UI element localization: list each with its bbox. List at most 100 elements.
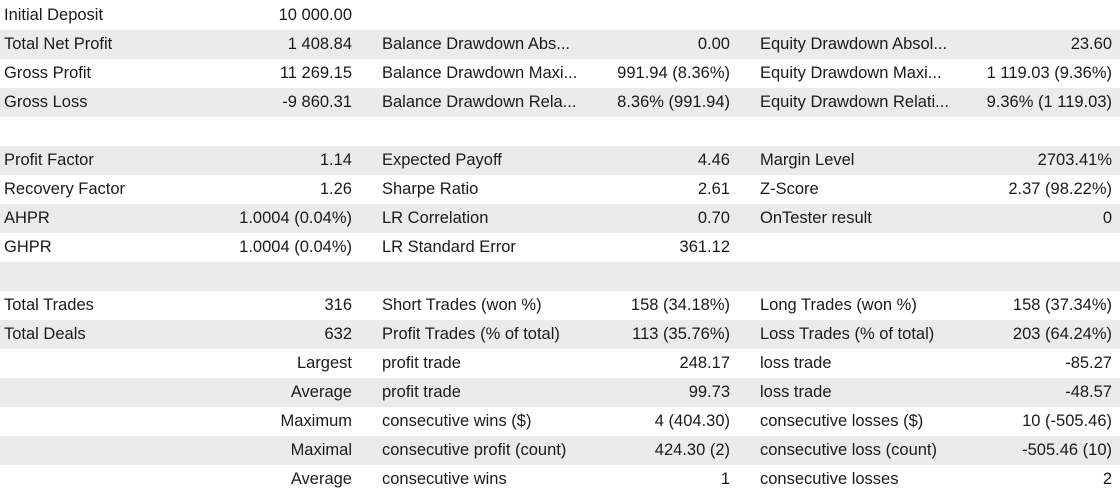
metric-value: 1 119.03 (9.36%) xyxy=(986,64,1112,82)
metric-label: LR Correlation xyxy=(382,209,489,227)
metric-value: 4 (404.30) xyxy=(654,412,730,430)
metric-label: loss trade xyxy=(760,383,832,401)
metric-label: Total Net Profit xyxy=(4,35,113,53)
metric-label: Initial Deposit xyxy=(4,6,104,24)
metric-value xyxy=(970,1,1112,30)
metric-value: 8.36% (991.94) xyxy=(617,93,730,111)
metric-label: Margin Level xyxy=(760,151,855,169)
metric-value: 203 (64.24%) xyxy=(1012,325,1112,343)
metric-value: 2.37 (98.22%) xyxy=(1008,180,1112,198)
metric-value: 0.00 xyxy=(697,35,730,53)
metric-value: 1.0004 (0.04%) xyxy=(239,209,352,227)
metric-value: 2703.41% xyxy=(1037,151,1112,169)
metric-label: Gross Loss xyxy=(4,93,88,111)
metric-value: 991.94 (8.36%) xyxy=(617,64,730,82)
report-row-largest: Largest profit trade 248.17 loss trade -… xyxy=(0,349,1120,378)
metric-value: 10 (-505.46) xyxy=(1022,412,1112,430)
metric-label: Equity Drawdown Absol... xyxy=(760,35,948,53)
metric-value: 0.70 xyxy=(697,209,730,227)
metric-label: consecutive wins xyxy=(382,470,507,488)
metric-value: 9.36% (1 119.03) xyxy=(986,93,1112,111)
report-row-spacer xyxy=(0,117,1120,146)
metric-value: 23.60 xyxy=(1070,35,1112,53)
metric-label: Recovery Factor xyxy=(4,180,126,198)
metric-label xyxy=(382,1,607,30)
metric-label: consecutive losses ($) xyxy=(760,412,924,430)
metric-label: Expected Payoff xyxy=(382,151,502,169)
metric-label: Balance Drawdown Rela... xyxy=(382,93,577,111)
metric-value: 10 000.00 xyxy=(278,6,352,24)
report-row-maximal: Maximal consecutive profit (count) 424.3… xyxy=(0,436,1120,465)
report-row-maximum: Maximum consecutive wins ($) 4 (404.30) … xyxy=(0,407,1120,436)
metric-value: 361.12 xyxy=(679,238,730,256)
metric-label: AHPR xyxy=(4,209,50,227)
report-row-ghpr: GHPR 1.0004 (0.04%) LR Standard Error 36… xyxy=(0,233,1120,262)
metric-label: consecutive loss (count) xyxy=(760,441,937,459)
metric-qualifier: Average xyxy=(290,470,352,488)
metric-value: 1 xyxy=(720,470,730,488)
metric-value: 11 269.15 xyxy=(279,64,352,82)
metric-label: GHPR xyxy=(4,238,52,256)
report-row-total-trades: Total Trades 316 Short Trades (won %) 15… xyxy=(0,291,1120,320)
metric-label: Long Trades (won %) xyxy=(760,296,917,314)
metric-label: Equity Drawdown Maxi... xyxy=(760,64,942,82)
metric-value: 632 xyxy=(324,325,352,343)
report-row-total-deals: Total Deals 632 Profit Trades (% of tota… xyxy=(0,320,1120,349)
metric-value: -48.57 xyxy=(1065,383,1112,401)
report-row-profit-factor: Profit Factor 1.14 Expected Payoff 4.46 … xyxy=(0,146,1120,175)
metric-label: Equity Drawdown Relati... xyxy=(760,93,949,111)
metric-value: 1 408.84 xyxy=(287,35,352,53)
metric-value: 1.14 xyxy=(319,151,352,169)
metric-value: -85.27 xyxy=(1065,354,1112,372)
report-row-spacer xyxy=(0,262,1120,291)
metric-label: Total Trades xyxy=(4,296,94,314)
metric-label: Total Deals xyxy=(4,325,86,343)
metric-label: loss trade xyxy=(760,354,832,372)
metric-label: Loss Trades (% of total) xyxy=(760,325,935,343)
metric-label: Sharpe Ratio xyxy=(382,180,479,198)
metric-value: 113 (35.76%) xyxy=(632,325,730,343)
report-row-gross-loss: Gross Loss -9 860.31 Balance Drawdown Re… xyxy=(0,88,1120,117)
metric-label: Balance Drawdown Maxi... xyxy=(382,64,578,82)
metric-label: Balance Drawdown Abs... xyxy=(382,35,571,53)
metric-value: 99.73 xyxy=(688,383,730,401)
metric-qualifier: Largest xyxy=(296,354,352,372)
metric-label: profit trade xyxy=(382,383,461,401)
report-row-initial-deposit: Initial Deposit 10 000.00 xyxy=(0,1,1120,30)
metric-value: 316 xyxy=(324,296,352,314)
metric-label: Short Trades (won %) xyxy=(382,296,542,314)
metric-label: Profit Trades (% of total) xyxy=(382,325,560,343)
metric-value: 2.61 xyxy=(697,180,730,198)
metric-label: Profit Factor xyxy=(4,151,94,169)
metric-value: 1.26 xyxy=(319,180,352,198)
metric-label xyxy=(760,1,975,30)
metric-label: OnTester result xyxy=(760,209,872,227)
metric-value: 4.46 xyxy=(697,151,730,169)
metric-label: consecutive losses xyxy=(760,470,899,488)
metric-qualifier: Average xyxy=(290,383,352,401)
metric-value: 0 xyxy=(1102,209,1112,227)
metric-label: profit trade xyxy=(382,354,461,372)
metric-qualifier: Maximal xyxy=(290,441,352,459)
metric-value xyxy=(598,1,730,30)
metric-value: -9 860.31 xyxy=(282,93,352,111)
report-row-net-profit: Total Net Profit 1 408.84 Balance Drawdo… xyxy=(0,30,1120,59)
metric-label xyxy=(760,233,975,262)
report-row-recovery-factor: Recovery Factor 1.26 Sharpe Ratio 2.61 Z… xyxy=(0,175,1120,204)
report-row-gross-profit: Gross Profit 11 269.15 Balance Drawdown … xyxy=(0,59,1120,88)
report-row-average-trade: Average profit trade 99.73 loss trade -4… xyxy=(0,378,1120,407)
metric-value: 248.17 xyxy=(679,354,730,372)
metric-label: consecutive profit (count) xyxy=(382,441,567,459)
metric-label: LR Standard Error xyxy=(382,238,516,256)
metric-value: 424.30 (2) xyxy=(654,441,730,459)
metric-value xyxy=(970,233,1112,262)
metric-value: 158 (37.34%) xyxy=(1012,296,1112,314)
metric-qualifier: Maximum xyxy=(280,412,352,430)
metric-label: Z-Score xyxy=(760,180,819,198)
report-row-ahpr: AHPR 1.0004 (0.04%) LR Correlation 0.70 … xyxy=(0,204,1120,233)
metric-label: Gross Profit xyxy=(4,64,92,82)
metric-value: 158 (34.18%) xyxy=(630,296,730,314)
metric-value: 2 xyxy=(1102,470,1112,488)
metric-value: -505.46 (10) xyxy=(1022,441,1112,459)
